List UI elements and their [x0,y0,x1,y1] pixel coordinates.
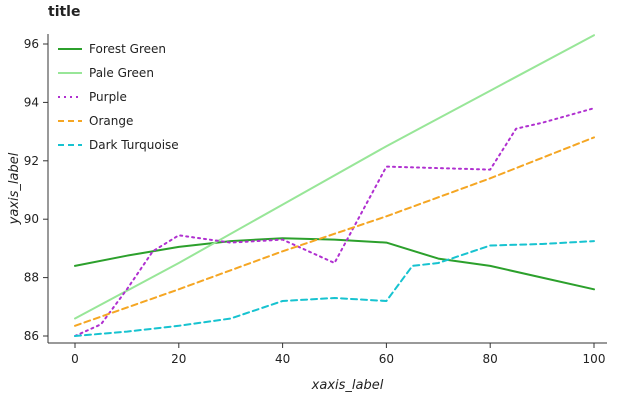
x-tick-label: 40 [275,352,290,366]
y-axis-title: yaxis_label [7,152,22,225]
y-tick-label: 92 [24,154,39,168]
legend-label: Dark Turquoise [89,138,179,152]
axes [47,34,607,344]
legend: Forest Green Pale Green Purple Orange Dark T… [58,42,179,152]
series-lines [74,34,595,337]
series-line-purple [74,107,595,337]
y-tick-label: 90 [24,212,39,226]
series-line-forest-green [74,237,595,291]
tick-marks: 0 20 40 60 80 100 86 88 90 92 94 96 [24,37,606,366]
legend-label: Forest Green [89,42,166,56]
series-line-orange [74,136,595,327]
y-tick-label: 88 [24,271,39,285]
legend-label: Purple [89,90,127,104]
chart-title: title [48,4,80,20]
x-tick-label: 60 [379,352,394,366]
series-line-pale-green [74,34,595,320]
x-axis-title: xaxis_label [311,378,384,393]
y-tick-label: 86 [24,329,39,343]
y-tick-label: 94 [24,95,39,109]
x-tick-label: 100 [583,352,606,366]
legend-label: Pale Green [89,66,154,80]
legend-label: Orange [89,114,133,128]
x-tick-label: 0 [71,352,79,366]
series-line-dark-turquoise [74,240,595,337]
x-tick-label: 80 [483,352,498,366]
x-tick-label: 20 [171,352,186,366]
y-tick-label: 96 [24,37,39,51]
